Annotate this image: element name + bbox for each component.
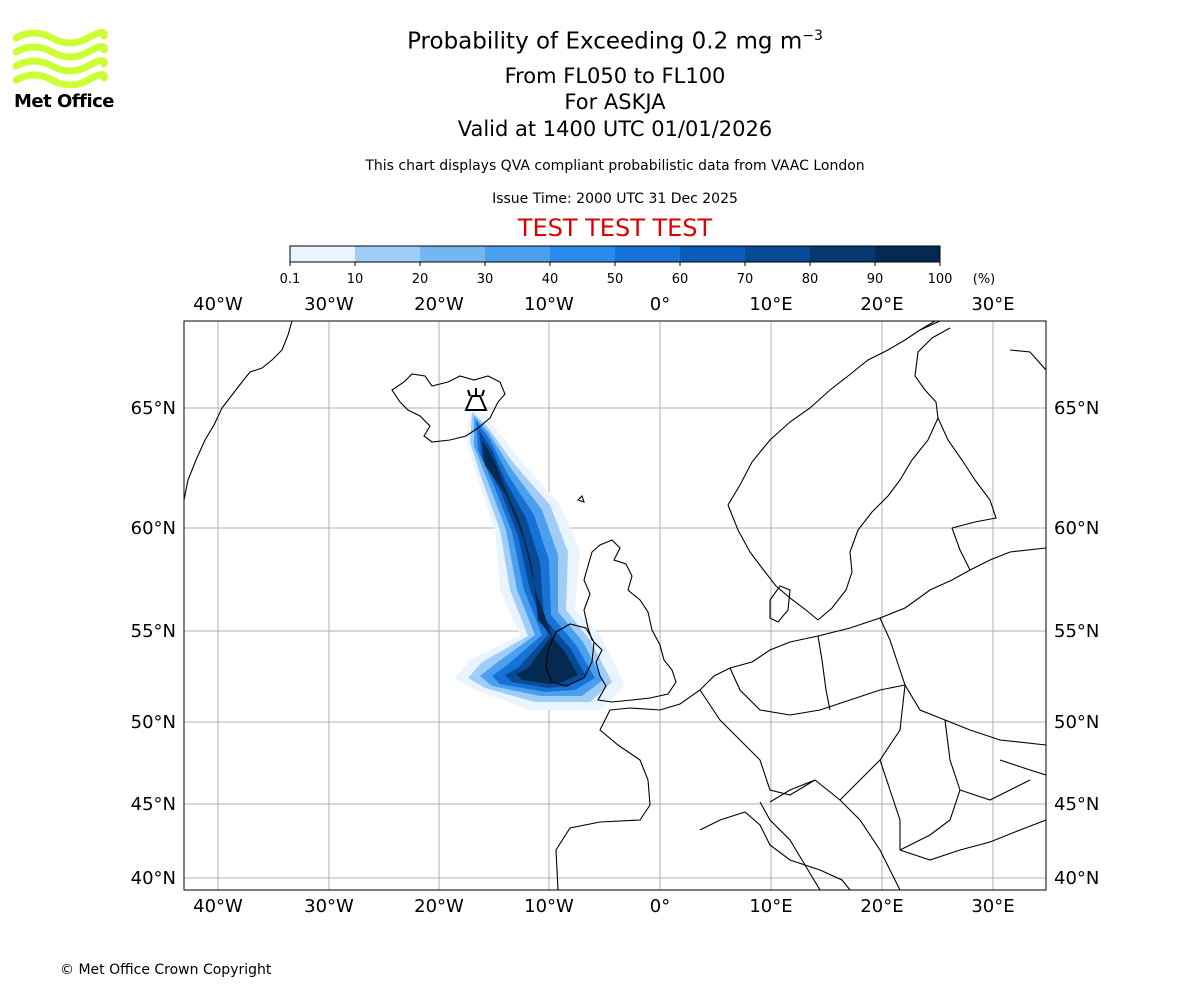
copyright-notice: © Met Office Crown Copyright	[60, 962, 272, 978]
issue-time: Issue Time: 2000 UTC 31 Dec 2025	[492, 191, 738, 207]
lat-tick-right: 40°N	[1054, 868, 1099, 889]
chart-description: This chart displays QVA compliant probab…	[365, 158, 865, 174]
colorbar-tick-label: 80	[802, 272, 819, 287]
colorbar-bin	[485, 246, 551, 262]
test-banner: TEST TEST TEST	[517, 214, 713, 242]
lon-tick-bottom: 40°W	[193, 896, 243, 917]
colorbar-bin	[355, 246, 421, 262]
lat-tick-right: 55°N	[1054, 621, 1099, 642]
lon-tick-bottom: 10°W	[524, 896, 574, 917]
colorbar-bin	[550, 246, 616, 262]
lon-tick-bottom: 20°E	[860, 896, 903, 917]
lat-tick-right: 45°N	[1054, 794, 1099, 815]
volcano-icon	[464, 388, 488, 411]
lat-tick-right: 50°N	[1054, 712, 1099, 733]
lon-tick-top: 40°W	[193, 294, 243, 315]
chart-title: Probability of Exceeding 0.2 mg m−3	[407, 28, 823, 55]
colorbar-tick-label: 20	[412, 272, 429, 287]
coastlines	[184, 321, 1046, 890]
map-panel: 40°W 30°W 20°W 10°W 0° 10°E 20°E 30°E 40…	[131, 294, 1100, 917]
colorbar-tick-label: 50	[607, 272, 624, 287]
lat-tick-left: 50°N	[131, 712, 176, 733]
lon-tick-top: 10°E	[749, 294, 792, 315]
map-frame	[183, 320, 1047, 891]
valid-time: Valid at 1400 UTC 01/01/2026	[457, 117, 773, 141]
met-office-logo-waves	[12, 29, 108, 88]
colorbar-tick-label: 40	[542, 272, 559, 287]
colorbar-bin	[615, 246, 681, 262]
colorbar-tick-label: 100	[928, 272, 953, 287]
volcano-name: For ASKJA	[564, 90, 666, 114]
lon-tick-bottom: 10°E	[749, 896, 792, 917]
lon-tick-top: 30°E	[971, 294, 1014, 315]
lon-tick-bottom: 30°W	[304, 896, 354, 917]
map-background	[184, 321, 1046, 890]
colorbar-bin	[290, 246, 356, 262]
lat-tick-left: 60°N	[131, 518, 176, 539]
colorbar-tick-label: 10	[347, 272, 364, 287]
colorbar-tick-label: 70	[737, 272, 754, 287]
lat-tick-right: 60°N	[1054, 518, 1099, 539]
lon-tick-bottom: 0°	[650, 896, 670, 917]
lon-tick-bottom: 30°E	[971, 896, 1014, 917]
colorbar: 0.1 10 20 30 40 50 60 70 80 90 100 (%)	[280, 245, 996, 287]
lat-tick-left: 65°N	[131, 398, 176, 419]
lon-tick-top: 10°W	[524, 294, 574, 315]
lat-tick-right: 65°N	[1054, 398, 1099, 419]
colorbar-bin	[875, 246, 941, 262]
lon-tick-top: 30°W	[304, 294, 354, 315]
lon-tick-bottom: 20°W	[414, 896, 464, 917]
colorbar-unit: (%)	[973, 272, 996, 287]
colorbar-bin	[420, 246, 486, 262]
ash-plume	[455, 408, 625, 710]
colorbar-bin	[810, 246, 876, 262]
colorbar-tick-label: 30	[477, 272, 494, 287]
lat-tick-left: 45°N	[131, 794, 176, 815]
colorbar-bin	[745, 246, 811, 262]
colorbar-tick-label: 0.1	[280, 272, 300, 287]
met-office-logo-text: Met Office	[14, 91, 115, 112]
flight-level-range: From FL050 to FL100	[504, 64, 726, 88]
lon-tick-top: 20°W	[414, 294, 464, 315]
lat-tick-left: 55°N	[131, 621, 176, 642]
lon-tick-top: 0°	[650, 294, 670, 315]
lon-tick-top: 20°E	[860, 294, 903, 315]
colorbar-bin	[680, 246, 746, 262]
colorbar-tick-label: 60	[672, 272, 689, 287]
lat-tick-left: 40°N	[131, 868, 176, 889]
colorbar-tick-label: 90	[867, 272, 884, 287]
